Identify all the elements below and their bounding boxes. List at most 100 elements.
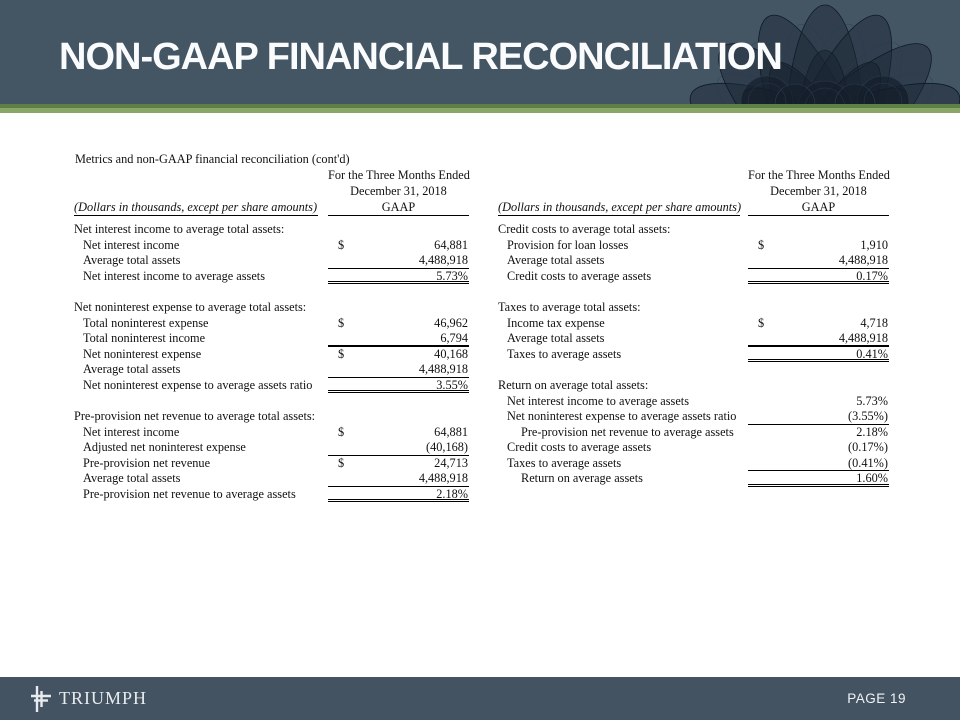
row-label: Total noninterest income [83, 331, 206, 345]
value-cell: 4,488,918 [748, 331, 889, 347]
header-spacer [74, 168, 328, 184]
value-cell: 6,794 [328, 331, 469, 347]
period-line1: For the Three Months Ended [328, 168, 470, 182]
table-row: Average total assets 4,488,918 [498, 331, 889, 347]
gaap-column-header: GAAP [748, 200, 889, 216]
row-value: 6,794 [440, 331, 468, 345]
value-cell [748, 378, 889, 394]
dollar-sign [748, 471, 768, 484]
row-value: 1.60% [856, 471, 888, 485]
page-number: PAGE 19 [847, 691, 906, 706]
table-row: Net noninterest expense to average total… [74, 300, 469, 316]
table-row: Pre-provision net revenue $24,713 [74, 456, 469, 472]
table-row [74, 284, 469, 300]
value-cell: 4,488,918 [328, 471, 469, 487]
row-value: 0.41% [856, 346, 888, 361]
row-label: Provision for loan losses [507, 237, 629, 252]
period-line2: December 31, 2018 [770, 183, 867, 198]
row-value [768, 222, 889, 238]
row-value: 3.55% [436, 377, 468, 392]
dollar-sign [748, 222, 768, 238]
table-row: Credit costs to average assets 0.17% [498, 268, 889, 284]
row-label: Pre-provision net revenue to average tot… [74, 409, 316, 423]
dollar-sign [748, 269, 768, 282]
dollar-sign [328, 253, 348, 268]
row-value: 1,910 [860, 237, 888, 252]
row-label: Return on average total assets: [498, 378, 649, 392]
value-cell: 3.55% [328, 377, 469, 393]
row-value: (0.17%) [848, 440, 888, 454]
row-value: (0.41%) [848, 455, 888, 470]
table-row: Pre-provision net revenue to average tot… [74, 409, 469, 425]
value-cell [748, 300, 889, 316]
table-row [498, 284, 889, 300]
row-value: 64,881 [434, 237, 468, 252]
header-accent-band [0, 104, 960, 113]
row-label: Net interest income [83, 424, 180, 439]
table-row: Net noninterest expense to average asset… [74, 377, 469, 393]
row-label: Credit costs to average assets [507, 268, 652, 283]
row-label: Return on average assets [521, 471, 643, 485]
row-label: Average total assets [83, 471, 181, 485]
row-label: Taxes to average assets [507, 346, 622, 361]
period-line2: December 31, 2018 [350, 183, 447, 198]
table-row: Total noninterest expense $46,962 [74, 316, 469, 332]
header-spacer [498, 184, 748, 200]
table-row [74, 393, 469, 409]
guilloche-pattern [689, 4, 960, 104]
table-row: Taxes to average total assets: [498, 300, 889, 316]
table-row: Taxes to average assets 0.41% [498, 346, 889, 362]
slide-header: NON-GAAP FINANCIAL RECONCILIATION [0, 0, 960, 104]
dollar-sign [748, 425, 768, 441]
dollar-sign [328, 409, 348, 425]
row-value: 24,713 [434, 455, 468, 470]
value-cell [328, 300, 469, 316]
row-value: 4,488,918 [838, 331, 888, 345]
table-row: Average total assets 4,488,918 [74, 362, 469, 378]
column-header-row: (Dollars in thousands, except per share … [498, 199, 889, 216]
row-value: 0.17% [856, 268, 888, 283]
dollars-note: (Dollars in thousands, except per share … [74, 200, 318, 216]
value-cell [328, 409, 469, 425]
row-label: Adjusted net noninterest expense [83, 440, 246, 454]
row-label: Pre-provision net revenue [83, 455, 211, 470]
page-title: NON-GAAP FINANCIAL RECONCILIATION [59, 36, 783, 78]
dollar-sign [328, 269, 348, 282]
value-cell: 2.18% [328, 487, 469, 502]
row-label: Net noninterest expense to average asset… [507, 409, 737, 423]
value-cell: $64,881 [328, 238, 469, 254]
row-label: Credit costs to average total assets: [498, 222, 671, 236]
row-value: 4,488,918 [418, 253, 468, 267]
value-cell: 0.17% [748, 268, 889, 284]
column-header-row: (Dollars in thousands, except per share … [74, 199, 469, 216]
dollar-sign [328, 487, 348, 500]
value-cell: $1,910 [748, 238, 889, 254]
row-label: Net noninterest expense to average asset… [83, 377, 313, 392]
row-label: Income tax expense [507, 315, 605, 330]
header-spacer [498, 168, 748, 184]
gaap-column-header: GAAP [328, 200, 469, 216]
row-value: 40,168 [434, 346, 468, 361]
row-value: 4,488,918 [838, 253, 888, 267]
table-caption: Metrics and non-GAAP financial reconcili… [75, 152, 350, 166]
value-cell: 5.73% [748, 394, 889, 410]
table-row [498, 362, 889, 378]
reconciliation-table-right: For the Three Months Ended December 31, … [498, 168, 890, 487]
row-value: 4,718 [860, 315, 888, 330]
dollar-sign [328, 222, 348, 238]
table-row: Average total assets 4,488,918 [74, 253, 469, 269]
dollar-sign [748, 300, 768, 316]
row-label: Average total assets [507, 331, 605, 345]
period-header-row: For the Three Months Ended [498, 168, 890, 184]
dollar-sign: $ [338, 237, 345, 252]
dollar-sign: $ [758, 315, 765, 330]
table-row: Net noninterest expense to average asset… [498, 409, 889, 425]
table-row: Net interest income $64,881 [74, 425, 469, 441]
table-body: Net interest income to average total ass… [74, 222, 469, 502]
dollar-sign [328, 440, 348, 455]
row-value: 2.18% [856, 424, 888, 439]
dollar-sign: $ [338, 315, 345, 330]
table-body: Credit costs to average total assets: Pr… [498, 222, 889, 487]
table-row: Pre-provision net revenue to average ass… [498, 425, 889, 441]
value-cell: 2.18% [748, 425, 889, 441]
